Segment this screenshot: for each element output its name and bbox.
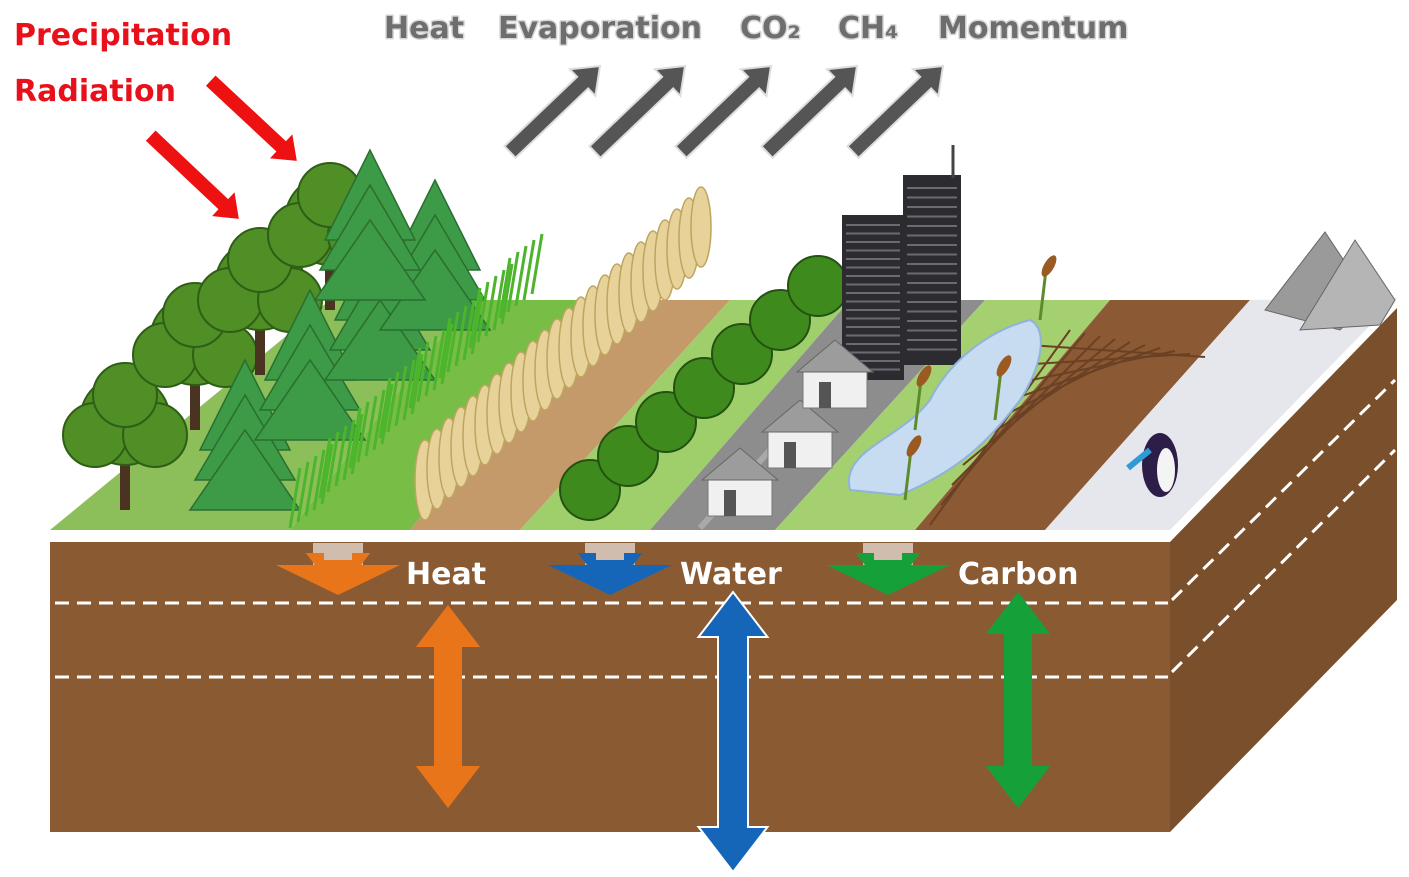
soil-flux-label: Heat xyxy=(406,557,486,592)
input-label: Radiation xyxy=(14,74,176,109)
wheat xyxy=(691,187,711,267)
penguin-belly xyxy=(1157,448,1175,492)
arrow xyxy=(504,66,600,158)
reed-head xyxy=(1039,253,1060,279)
output-label: Heat xyxy=(384,11,464,46)
house xyxy=(803,370,867,408)
output-label: CH₄ xyxy=(838,11,898,46)
house-door xyxy=(819,382,831,408)
diagram: Precipitation Radiation Heat Evaporation… xyxy=(0,0,1409,877)
arrow xyxy=(761,66,857,158)
building xyxy=(903,175,961,365)
arrow xyxy=(675,66,771,158)
output-label: Momentum xyxy=(938,11,1128,46)
output-label: Evaporation xyxy=(498,11,702,46)
output-label: CO₂ xyxy=(740,11,801,46)
soil-flux-label: Carbon xyxy=(958,557,1079,592)
shrub xyxy=(788,256,848,316)
house-door xyxy=(784,442,796,468)
house-door xyxy=(724,490,736,516)
house xyxy=(708,478,772,516)
arrow xyxy=(205,74,298,162)
arrow xyxy=(847,66,943,158)
input-label: Precipitation xyxy=(14,18,232,53)
soil-flux-label: Water xyxy=(680,557,782,592)
arrow xyxy=(145,129,240,220)
house xyxy=(768,430,832,468)
arrow xyxy=(589,66,685,158)
